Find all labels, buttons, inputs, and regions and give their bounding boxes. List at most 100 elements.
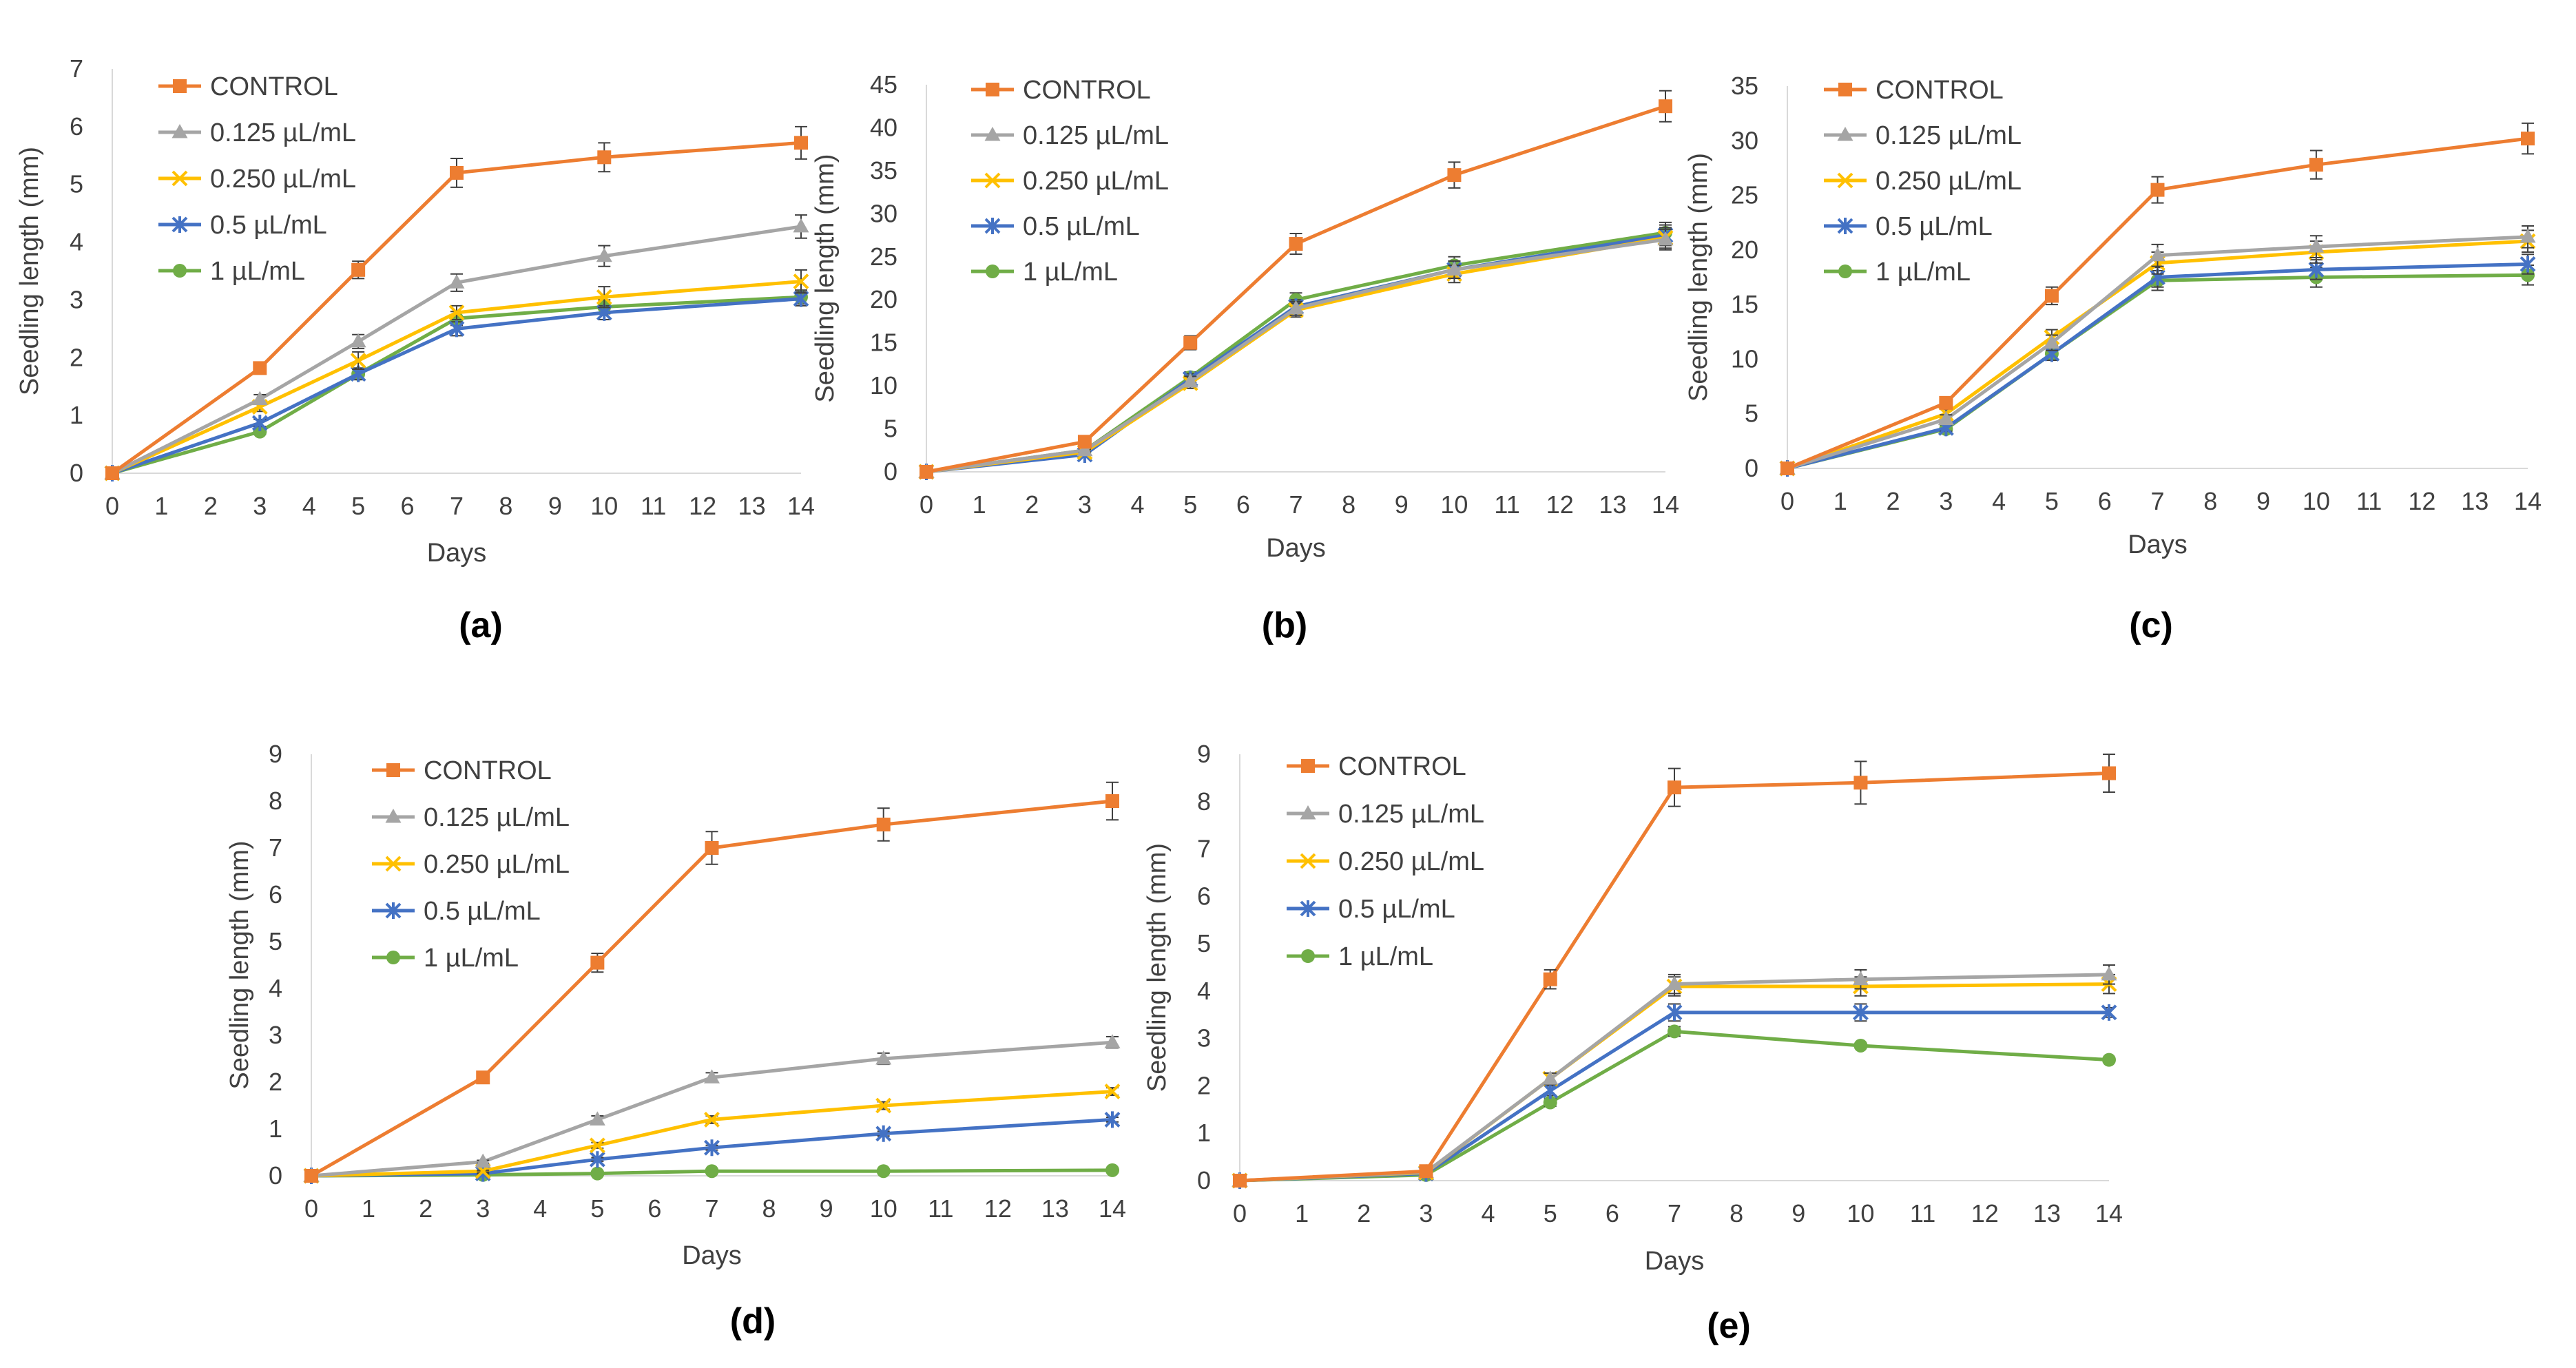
data-point bbox=[590, 1166, 605, 1181]
x-tick-label: 1 bbox=[1295, 1199, 1309, 1227]
data-point bbox=[704, 1069, 720, 1084]
y-tick-label: 9 bbox=[1197, 740, 1211, 768]
panel-label: (e) bbox=[1707, 1306, 1751, 1346]
legend-item-control: CONTROL bbox=[158, 72, 338, 101]
x-tick-label: 7 bbox=[705, 1194, 718, 1223]
series-line bbox=[111, 141, 802, 475]
legend-item-1-ul-ml: 1 µL/mL bbox=[971, 258, 1118, 287]
x-tick-label: 13 bbox=[1041, 1194, 1069, 1223]
series-line bbox=[311, 1117, 1113, 1178]
x-tick-label: 6 bbox=[2098, 487, 2112, 515]
data-point bbox=[793, 273, 809, 290]
legend: CONTROL 0.125 µL/mL 0.250 µL/mL 0.5 µL/mL 1 … bbox=[372, 756, 570, 973]
y-tick-label: 5 bbox=[269, 927, 282, 955]
legend-label: 1 µL/mL bbox=[1876, 258, 1971, 287]
y-tick-label: 15 bbox=[870, 329, 897, 357]
data-point bbox=[875, 1125, 892, 1142]
legend-marker bbox=[1837, 127, 1853, 141]
data-point bbox=[2521, 268, 2535, 282]
y-tick-label: 45 bbox=[870, 70, 897, 99]
data-point bbox=[2521, 132, 2535, 146]
data-point bbox=[875, 1097, 892, 1114]
x-tick-label: 8 bbox=[1730, 1199, 1743, 1227]
x-tick-label: 4 bbox=[533, 1194, 547, 1223]
legend-item-0-5-ul-ml: 0.5 µL/mL bbox=[372, 897, 541, 926]
data-point bbox=[1542, 1070, 1559, 1085]
legend-label: 0.250 µL/mL bbox=[1338, 847, 1484, 876]
x-tick-label: 14 bbox=[2514, 487, 2542, 515]
data-point bbox=[1853, 776, 1868, 790]
series-line bbox=[1787, 136, 2528, 470]
legend-item-1-ul-ml: 1 µL/mL bbox=[372, 944, 519, 973]
data-point bbox=[876, 818, 891, 831]
y-tick-label: 2 bbox=[269, 1068, 282, 1096]
x-tick-label: 6 bbox=[647, 1194, 661, 1223]
data-point bbox=[1852, 971, 1869, 986]
series-line bbox=[112, 297, 802, 475]
x-tick-label: 12 bbox=[1971, 1199, 1999, 1227]
data-point bbox=[2101, 1004, 2117, 1021]
y-tick-label: 3 bbox=[269, 1021, 282, 1049]
y-tick-label: 9 bbox=[269, 740, 282, 768]
legend: CONTROL 0.125 µL/mL 0.250 µL/mL 0.5 µL/mL 1 … bbox=[971, 76, 1169, 287]
data-point bbox=[1853, 1038, 1868, 1053]
y-tick-label: 35 bbox=[870, 156, 897, 185]
legend-label: 0.125 µL/mL bbox=[1876, 121, 2022, 150]
x-tick-label: 1 bbox=[362, 1194, 375, 1223]
legend-item-control: CONTROL bbox=[372, 756, 552, 785]
data-point bbox=[1077, 442, 1093, 457]
series-control bbox=[304, 781, 1119, 1183]
x-tick-label: 4 bbox=[1131, 490, 1145, 519]
x-tick-label: 14 bbox=[787, 492, 815, 520]
data-point bbox=[920, 465, 933, 479]
y-tick-label: 35 bbox=[1731, 72, 1758, 100]
data-point bbox=[1105, 794, 1119, 808]
x-tick-label: 7 bbox=[2150, 487, 2164, 515]
legend-item-1-ul-ml: 1 µL/mL bbox=[158, 257, 305, 286]
legend-label: CONTROL bbox=[1876, 76, 2004, 105]
data-point bbox=[251, 391, 268, 406]
x-tick-label: 6 bbox=[1606, 1199, 1619, 1227]
y-tick-label: 2 bbox=[70, 343, 83, 371]
y-tick-label: 5 bbox=[884, 415, 897, 443]
x-tick-label: 2 bbox=[1025, 490, 1039, 519]
y-tick-label: 1 bbox=[70, 401, 83, 429]
x-tick-label: 11 bbox=[1910, 1199, 1935, 1227]
panel-label: (a) bbox=[459, 605, 503, 645]
legend-item-0-125-ul-ml: 0.125 µL/mL bbox=[971, 121, 1169, 150]
series-line bbox=[1239, 771, 2110, 1183]
data-point bbox=[2150, 247, 2165, 262]
data-point bbox=[1104, 1084, 1121, 1100]
x-tick-label: 9 bbox=[1791, 1199, 1805, 1227]
legend-item-0-5-ul-ml: 0.5 µL/mL bbox=[1824, 212, 1993, 241]
data-point bbox=[1104, 1034, 1121, 1048]
legend-label: 0.250 µL/mL bbox=[210, 165, 356, 194]
legend-label: 0.5 µL/mL bbox=[424, 897, 541, 926]
data-point bbox=[253, 361, 267, 375]
data-point bbox=[2102, 766, 2116, 780]
x-tick-label: 12 bbox=[984, 1194, 1012, 1223]
data-point bbox=[1543, 1095, 1557, 1110]
legend-label: 0.250 µL/mL bbox=[1023, 167, 1169, 196]
data-point bbox=[1182, 373, 1198, 388]
data-point bbox=[596, 247, 612, 262]
legend-marker bbox=[385, 856, 402, 872]
legend-marker bbox=[986, 83, 999, 96]
y-tick-label: 7 bbox=[269, 833, 282, 862]
y-tick-label: 25 bbox=[1731, 181, 1758, 209]
legend-label: 0.5 µL/mL bbox=[1023, 212, 1140, 241]
x-axis-title: Days bbox=[1645, 1247, 1705, 1276]
y-tick-label: 5 bbox=[1197, 929, 1211, 957]
x-axis-title: Days bbox=[682, 1241, 742, 1270]
y-axis-title: Seedling length (mm) bbox=[225, 840, 254, 1089]
x-tick-label: 13 bbox=[2033, 1199, 2061, 1227]
data-point bbox=[1077, 435, 1092, 449]
x-tick-label: 11 bbox=[641, 492, 666, 520]
x-tick-label: 3 bbox=[1939, 487, 1953, 515]
series-line bbox=[1239, 1029, 2110, 1183]
legend-marker bbox=[1837, 172, 1853, 189]
y-tick-label: 0 bbox=[269, 1161, 282, 1190]
x-tick-label: 14 bbox=[1652, 490, 1679, 519]
data-point bbox=[794, 136, 808, 150]
